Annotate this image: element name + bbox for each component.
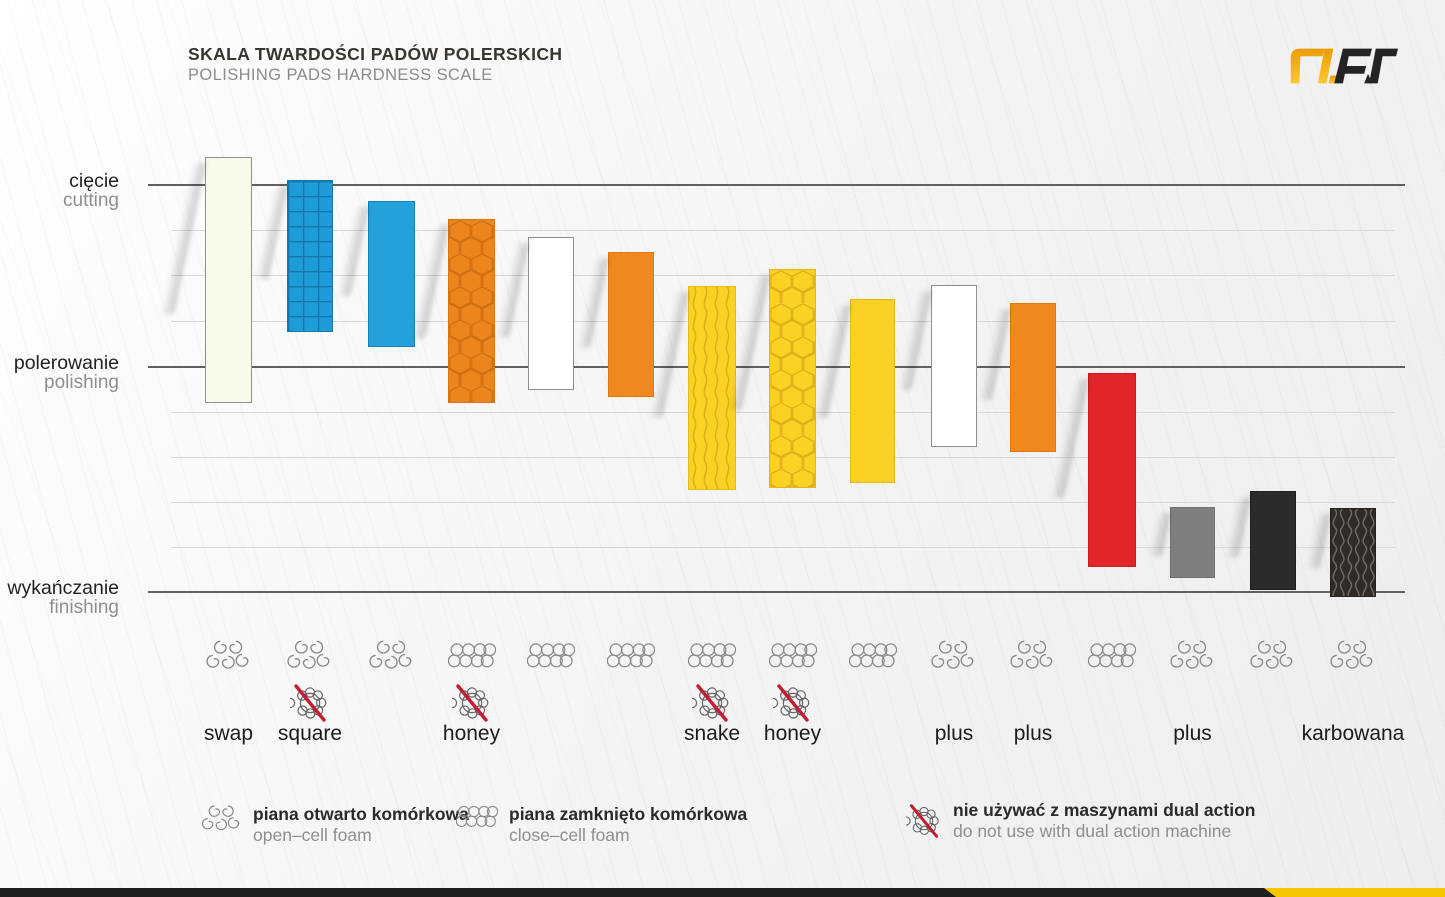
axis-label-en: cutting (63, 190, 119, 211)
axis-label-en: polishing (44, 372, 119, 393)
legend-label-pl: piana zamknięto komórkowa (509, 804, 748, 824)
legend-label-en: close–cell foam (509, 825, 630, 845)
axis-label-finishing: wykańczanie finishing (0, 578, 119, 617)
bar-pad-15-karbowana (1330, 508, 1376, 597)
minor-gridline (171, 502, 1395, 503)
footer-stripe (0, 888, 1445, 897)
legend-text: piana zamknięto komórkowa close–cell foam (509, 804, 747, 846)
bar-pad-4-honey (448, 219, 495, 403)
no-dual-action-icon (773, 681, 813, 725)
pad-label-square: square (277, 722, 343, 745)
open-cell-foam-icon (1169, 640, 1217, 674)
legend-label-pl: nie używać z maszynami dual action (953, 800, 1256, 820)
open-cell-foam-icon (1329, 640, 1377, 674)
bar-pad-12 (1088, 373, 1136, 567)
bar-pad-8-honey (769, 269, 816, 488)
pad-label-plus: plus (1013, 722, 1053, 745)
wave-dark-pattern (1331, 509, 1375, 596)
axis-label-pl: polerowanie (13, 352, 119, 374)
legend-item-2: piana zamknięto komórkowa close–cell foam (456, 804, 747, 846)
open-cell-foam-icon (930, 640, 978, 674)
pad-label-plus: plus (934, 722, 974, 745)
pad-label-swap: swap (203, 722, 254, 745)
axis-label-pl: cięcie (69, 170, 119, 192)
axis-label-cutting: cięcie cutting (0, 171, 119, 210)
bar-pad-5 (528, 237, 574, 390)
minor-gridline (171, 230, 1395, 231)
pad-label-honey: honey (763, 722, 822, 745)
bar-pad-13-plus (1170, 507, 1215, 578)
wave-yellow-pattern (689, 287, 735, 489)
open-cell-foam-icon (1009, 640, 1057, 674)
close-cell-foam-icon (448, 640, 496, 674)
legend-item-1: piana otwarto komórkowa open–cell foam (202, 804, 469, 846)
open-cell-foam-icon (205, 640, 253, 674)
no-dual-action-icon (692, 681, 732, 725)
bar-pad-9 (850, 299, 895, 483)
open-cell-foam-icon (286, 640, 334, 674)
pad-label-snake: snake (683, 722, 741, 745)
close-cell-foam-icon (688, 640, 736, 674)
axis-label-pl: wykańczanie (7, 577, 119, 599)
open-cell-foam-icon (1249, 640, 1297, 674)
legend-text: piana otwarto komórkowa open–cell foam (253, 804, 469, 846)
close-cell-foam-icon (769, 640, 817, 674)
legend-item-3: nie używać z maszynami dual action do not… (906, 800, 1255, 847)
pad-label-honey: honey (442, 722, 501, 745)
open-cell-foam-icon (202, 804, 242, 839)
page-subtitle: POLISHING PADS HARDNESS SCALE (188, 66, 493, 84)
close-cell-foam-icon (456, 804, 498, 835)
hex-orange-pattern (449, 220, 494, 402)
no-dual-action-icon (290, 681, 330, 725)
pad-label-plus: plus (1173, 722, 1212, 745)
bar-pad-10-plus (931, 285, 977, 447)
no-dual-action-icon (906, 800, 942, 847)
legend-label-en: open–cell foam (253, 825, 372, 845)
nac-logo (1290, 48, 1399, 84)
bar-pad-11-plus (1010, 303, 1056, 452)
bar-pad-3 (368, 201, 415, 347)
major-gridline (148, 591, 1405, 593)
close-cell-foam-icon (527, 640, 575, 674)
open-cell-foam-icon (368, 640, 416, 674)
axis-label-polishing: polerowanie polishing (0, 353, 119, 392)
footer-accent-stripe (1264, 888, 1445, 897)
no-dual-action-icon (452, 681, 492, 725)
title-block: SKALA TWARDOŚCI PADÓW POLERSKICH POLISHI… (188, 44, 562, 86)
bar-pad-1-swap (205, 157, 252, 403)
major-gridline (148, 184, 1405, 186)
bar-pad-14 (1250, 491, 1296, 590)
legend-label-pl: piana otwarto komórkowa (253, 804, 469, 824)
close-cell-foam-icon (1088, 640, 1136, 674)
minor-gridline (171, 547, 1395, 548)
bar-pad-6 (608, 252, 654, 397)
page-title: SKALA TWARDOŚCI PADÓW POLERSKICH (188, 44, 563, 64)
close-cell-foam-icon (849, 640, 897, 674)
hex-yellow-pattern (770, 270, 815, 487)
legend-label-en: do not use with dual action machine (953, 821, 1232, 841)
grid-pattern (288, 181, 332, 331)
legend-text: nie używać z maszynami dual action do not… (953, 800, 1255, 842)
bar-pad-7-snake (688, 286, 736, 490)
axis-label-en: finishing (49, 597, 119, 618)
pad-label-karbowana: karbowana (1301, 722, 1405, 745)
close-cell-foam-icon (607, 640, 655, 674)
bar-pad-2-square (287, 180, 333, 332)
